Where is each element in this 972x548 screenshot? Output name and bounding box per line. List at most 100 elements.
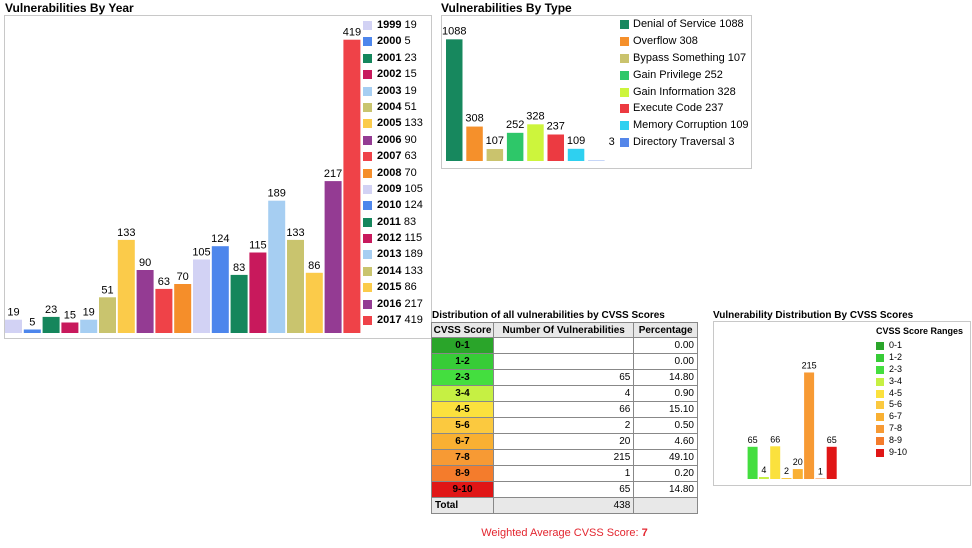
bar-2007 — [155, 288, 173, 333]
table-row: 2-3 65 14.80 — [431, 369, 698, 386]
legend-item-2013: 2013 189 — [363, 246, 463, 262]
legend-item-2001: 2001 23 — [363, 50, 463, 66]
bar-2003 — [80, 319, 98, 333]
data-label-7-8: 215 — [802, 360, 817, 370]
data-label-2000: 5 — [29, 317, 35, 329]
legend-label: Bypass Something 107 — [633, 51, 747, 64]
bar-2004 — [99, 297, 116, 333]
bar-overflow — [466, 126, 483, 161]
percentage-cell: 15.10 — [633, 401, 698, 418]
cvss-bar-chart: 65 4 66 2 20 215 1 65 — [748, 360, 837, 479]
bar-memory-corruption — [567, 148, 585, 161]
count-cell: 20 — [492, 433, 635, 450]
data-label-2008: 70 — [177, 271, 189, 283]
percentage-cell: 14.80 — [633, 369, 698, 386]
percentage-cell: 0.20 — [633, 465, 698, 482]
bar-gain-information — [527, 124, 544, 161]
total-count: 438 — [492, 497, 635, 514]
total-label: Total — [431, 497, 494, 514]
data-label-8-9: 1 — [818, 467, 823, 477]
cvss-score-cell: 2-3 — [431, 369, 494, 386]
cvss-score-cell: 4-5 — [431, 401, 494, 418]
bar-6-7 — [792, 469, 803, 479]
legend-label: Gain Privilege 252 — [633, 68, 723, 81]
percentage-cell: 0.90 — [633, 385, 698, 402]
data-label-2010: 124 — [211, 233, 229, 245]
legend-count: 63 — [401, 150, 417, 163]
legend-count: 23 — [401, 51, 417, 64]
count-cell: 65 — [492, 369, 635, 386]
legend-item-2004: 2004 51 — [363, 99, 463, 115]
percentage-cell: 0.50 — [633, 417, 698, 434]
data-label-execute-code: 237 — [547, 120, 565, 132]
count-cell: 65 — [492, 481, 635, 498]
legend-item-7-8: 7-8 — [876, 423, 966, 435]
legend-swatch — [363, 37, 372, 47]
data-label-memory-corruption: 109 — [567, 135, 585, 147]
data-label-2001: 23 — [45, 304, 57, 316]
table-row: 1-2 0.00 — [431, 353, 698, 370]
legend-swatch — [876, 449, 884, 458]
legend-count: 5 — [401, 35, 411, 48]
bar-2014 — [287, 239, 304, 333]
cvss-legend: 0-1 1-2 2-3 3-4 4-5 5-6 6-7 7-8 8-9 9-10 — [876, 340, 966, 459]
bar-2011 — [230, 274, 248, 333]
table-row: 4-5 66 15.10 — [431, 401, 698, 418]
bar-5-6 — [781, 478, 792, 479]
data-label-9-10: 65 — [827, 435, 837, 445]
legend-swatch — [363, 21, 372, 30]
count-cell — [492, 353, 635, 370]
data-label-2004: 51 — [101, 284, 113, 296]
legend-item-1999: 1999 19 — [363, 17, 463, 33]
legend-year: 2012 — [377, 232, 402, 245]
legend-year: 2004 — [377, 100, 402, 113]
legend-count: 86 — [401, 281, 417, 294]
legend-label: 8-9 — [889, 435, 903, 446]
weighted-average-value: 7 — [641, 527, 648, 539]
bar-2012 — [249, 252, 267, 333]
bar-9-10 — [826, 446, 837, 479]
percentage-cell: 0.00 — [633, 337, 698, 354]
bar-4-5 — [770, 446, 781, 479]
cvss-score-cell: 0-1 — [431, 337, 494, 354]
legend-swatch — [620, 87, 629, 97]
legend-count: 105 — [401, 182, 423, 195]
data-label-2-3: 65 — [748, 435, 758, 445]
year-chart-title: Vulnerabilities By Year — [5, 1, 134, 15]
bar-2013 — [268, 200, 286, 333]
data-label-2016: 217 — [324, 168, 342, 180]
table-row: 6-7 20 4.60 — [431, 433, 698, 450]
legend-item-2016: 2016 217 — [363, 296, 463, 312]
bar-1999 — [5, 319, 22, 333]
data-label-2006: 90 — [139, 257, 151, 269]
legend-swatch — [363, 266, 372, 276]
legend-item-denial-of-service: Denial of Service 1088 — [620, 16, 760, 33]
legend-label: 3-4 — [889, 375, 903, 386]
legend-swatch — [876, 353, 884, 362]
legend-label: 6-7 — [889, 411, 903, 422]
table-header-row: CVSS Score Number Of Vulnerabilities Per… — [431, 322, 698, 338]
count-cell: 1 — [492, 465, 635, 482]
legend-count: 90 — [401, 133, 417, 146]
legend-year: 2000 — [377, 35, 402, 48]
legend-swatch — [363, 201, 372, 211]
legend-item-2014: 2014 133 — [363, 263, 463, 279]
legend-item-2009: 2009 105 — [363, 181, 463, 197]
legend-swatch — [620, 138, 629, 148]
bar-gain-privilege — [506, 132, 524, 161]
legend-swatch — [363, 119, 372, 129]
data-label-overflow: 308 — [465, 113, 483, 125]
legend-count: 217 — [401, 297, 423, 310]
legend-item-2006: 2006 90 — [363, 132, 463, 148]
column-header-count: Number Of Vulnerabilities — [492, 322, 635, 338]
table-total-row: Total 438 — [431, 497, 698, 514]
count-cell: 4 — [492, 385, 635, 402]
column-header-percentage: Percentage — [633, 322, 698, 338]
table-row: 5-6 2 0.50 — [431, 417, 698, 434]
legend-swatch — [363, 234, 372, 244]
legend-swatch — [876, 437, 884, 446]
legend-label: 4-5 — [889, 387, 903, 398]
legend-swatch — [876, 365, 884, 374]
legend-item-8-9: 8-9 — [876, 435, 966, 447]
